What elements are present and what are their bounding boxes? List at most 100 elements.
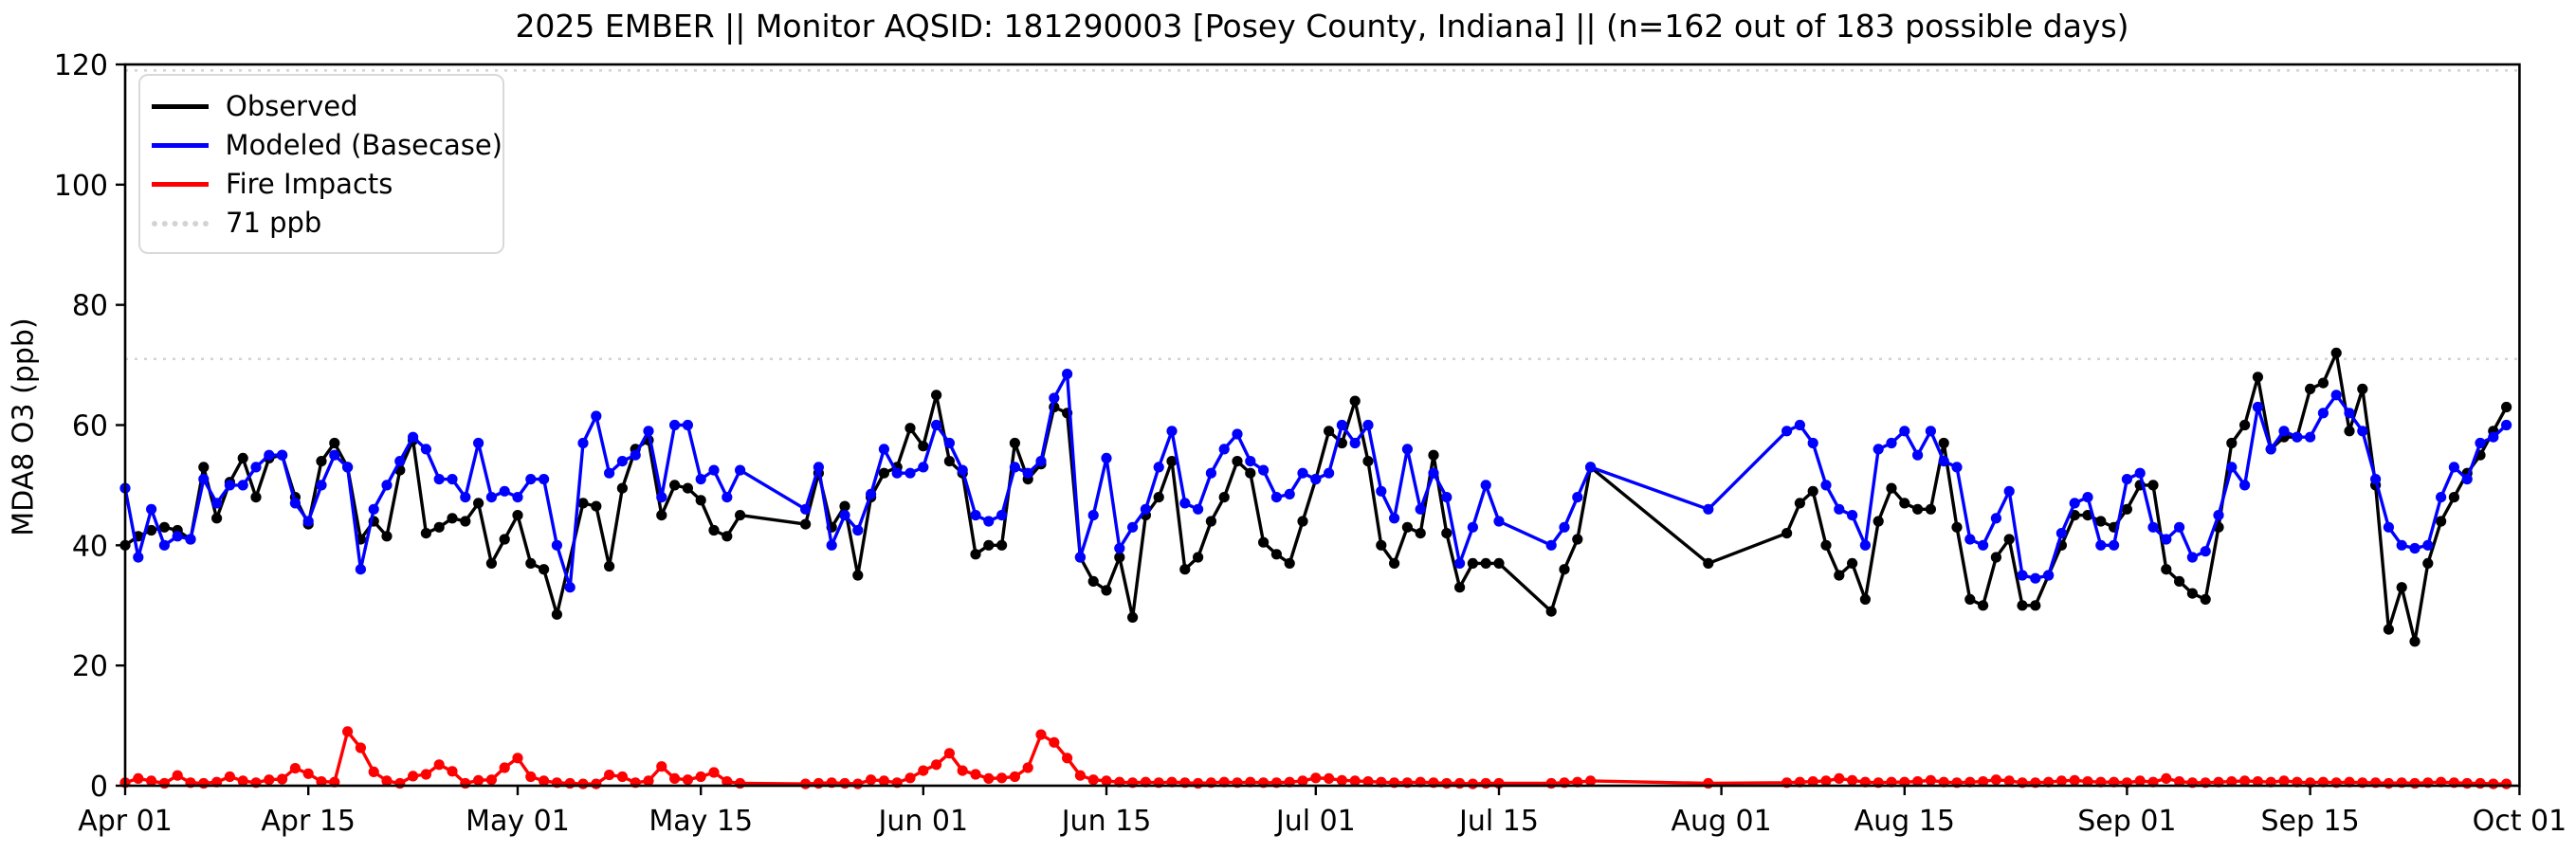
fire-impacts-point xyxy=(1925,774,1936,786)
fire-impacts-point xyxy=(1362,776,1374,788)
x-tick-label: Sep 01 xyxy=(2077,805,2176,838)
x-tick-label: Jun 01 xyxy=(877,805,969,838)
modeled-basecase-point xyxy=(1415,503,1426,515)
modeled-basecase-point xyxy=(1297,467,1308,479)
observed-point xyxy=(447,513,458,524)
fire-impacts-point xyxy=(1297,775,1308,787)
modeled-basecase-point xyxy=(1101,452,1112,463)
fire-impacts-point xyxy=(289,763,301,774)
modeled-basecase-point xyxy=(2448,462,2459,473)
observed-point xyxy=(1990,552,2001,563)
modeled-basecase-point xyxy=(2409,542,2421,554)
fire-impacts-point xyxy=(237,775,248,787)
legend-label-observed: Observed xyxy=(226,90,358,122)
modeled-basecase-point xyxy=(172,531,183,542)
modeled-basecase-point xyxy=(931,419,942,431)
observed-point xyxy=(2317,377,2329,389)
modeled-basecase-point xyxy=(2305,431,2316,443)
fire-impacts-point xyxy=(2226,776,2238,788)
observed-point xyxy=(1480,557,1491,570)
fire-impacts-point xyxy=(643,775,654,787)
modeled-basecase-point xyxy=(1834,503,1845,515)
fire-impacts-point xyxy=(839,777,850,789)
observed-point xyxy=(146,524,157,536)
modeled-basecase-point xyxy=(1087,510,1099,521)
modeled-basecase-point xyxy=(1179,498,1191,509)
observed-point xyxy=(1401,521,1413,533)
modeled-basecase-point xyxy=(447,474,458,485)
fire-impacts-point xyxy=(1074,770,1086,781)
observed-point xyxy=(460,516,471,527)
observed-markers xyxy=(119,347,2512,647)
fire-impacts-point xyxy=(957,765,968,776)
observed-point xyxy=(1912,503,1924,515)
modeled-basecase-point xyxy=(433,474,445,485)
observed-point xyxy=(1847,557,1858,570)
modeled-basecase-point xyxy=(1009,462,1020,473)
modeled-basecase-point xyxy=(1493,516,1505,527)
modeled-basecase-point xyxy=(2134,467,2146,479)
observed-point xyxy=(1545,606,1557,617)
fire-impacts-point xyxy=(1585,775,1597,787)
observed-point xyxy=(2226,437,2238,449)
fire-impacts-point xyxy=(708,767,720,778)
fire-impacts-point xyxy=(1912,776,1924,788)
modeled-basecase-point xyxy=(1467,521,1478,533)
observed-point xyxy=(1389,557,1400,570)
observed-point xyxy=(237,452,248,463)
modeled-basecase-point xyxy=(1153,462,1164,473)
modeled-basecase-point xyxy=(302,516,314,527)
observed-point xyxy=(1493,557,1505,570)
modeled-basecase-point xyxy=(1912,449,1924,461)
modeled-basecase-point xyxy=(2265,444,2276,455)
y-tick-label: 120 xyxy=(54,49,108,82)
modeled-basecase-point xyxy=(2475,437,2486,449)
legend-label-fire-impacts: Fire Impacts xyxy=(226,168,393,200)
observed-point xyxy=(904,423,916,434)
observed-point xyxy=(722,531,733,542)
observed-point xyxy=(2501,401,2512,413)
y-tick-label: 20 xyxy=(72,650,108,683)
modeled-basecase-point xyxy=(2030,572,2041,584)
observed-point xyxy=(616,482,629,494)
modeled-basecase-point xyxy=(735,464,746,476)
observed-point xyxy=(1978,600,1989,611)
observed-point xyxy=(2396,582,2407,593)
observed-point xyxy=(1938,437,1949,449)
observed-point xyxy=(1376,539,1387,551)
fire-impacts-point xyxy=(1978,776,1989,788)
fire-impacts-point xyxy=(1022,762,1033,773)
fire-impacts-point xyxy=(1101,775,1112,787)
observed-point xyxy=(1873,516,1884,527)
observed-point xyxy=(1703,557,1714,570)
observed-point xyxy=(1153,492,1164,503)
modeled-basecase-point xyxy=(1324,467,1335,479)
fire-impacts-point xyxy=(866,774,877,786)
modeled-basecase-point xyxy=(630,449,641,461)
modeled-basecase-point xyxy=(2252,401,2263,413)
modeled-basecase-point xyxy=(316,480,327,491)
observed-point xyxy=(211,513,223,524)
modeled-basecase-point xyxy=(983,516,995,527)
observed-point xyxy=(695,495,706,506)
observed-point xyxy=(1415,528,1426,539)
fire-impacts-point xyxy=(1049,736,1060,748)
x-tick-label: Jul 15 xyxy=(1457,805,1539,838)
modeled-basecase-point xyxy=(1794,419,1805,431)
observed-point xyxy=(1245,467,1256,479)
modeled-basecase-point xyxy=(525,474,537,485)
observed-point xyxy=(433,521,445,533)
observed-point xyxy=(708,524,720,536)
observed-point xyxy=(539,564,550,575)
observed-point xyxy=(852,570,864,581)
modeled-basecase-point xyxy=(1899,426,1910,437)
observed-point xyxy=(656,510,667,521)
observed-point xyxy=(2186,588,2198,599)
observed-point xyxy=(1218,492,1230,503)
fire-impacts-point xyxy=(2475,777,2486,789)
modeled-basecase-point xyxy=(1401,444,1413,455)
fire-impacts-point xyxy=(2003,775,2015,787)
modeled-basecase-point xyxy=(2436,492,2447,503)
modeled-basecase-point xyxy=(2396,539,2407,551)
